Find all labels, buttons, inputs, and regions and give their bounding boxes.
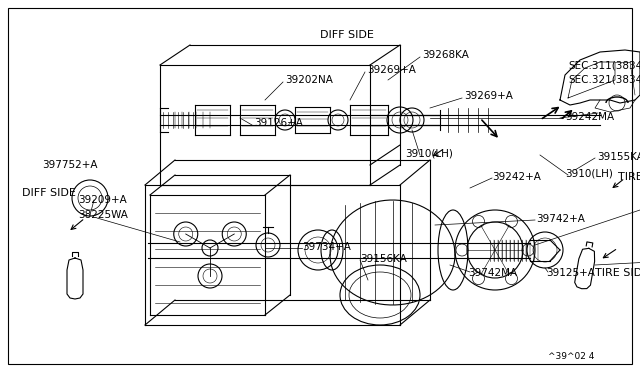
Text: 397752+A: 397752+A bbox=[42, 160, 97, 170]
Text: 3910(LH): 3910(LH) bbox=[405, 149, 453, 159]
Text: 39202NA: 39202NA bbox=[285, 75, 333, 85]
Text: 39742MA: 39742MA bbox=[468, 268, 517, 278]
Text: DIFF SIDE: DIFF SIDE bbox=[320, 30, 374, 40]
Text: 39156KA: 39156KA bbox=[360, 254, 407, 264]
Text: 39209+A: 39209+A bbox=[78, 195, 127, 205]
Text: TIRE SIDE: TIRE SIDE bbox=[618, 172, 640, 182]
Text: SEC.311(383420): SEC.311(383420) bbox=[568, 60, 640, 70]
Text: 39742+A: 39742+A bbox=[536, 214, 585, 224]
Text: 38225WA: 38225WA bbox=[78, 210, 128, 220]
Text: 39242MA: 39242MA bbox=[565, 112, 614, 122]
Text: 39269+A: 39269+A bbox=[367, 65, 416, 75]
Text: 39734+A: 39734+A bbox=[302, 242, 351, 252]
Text: 39125+A: 39125+A bbox=[546, 268, 595, 278]
Text: 39269+A: 39269+A bbox=[464, 91, 513, 101]
Text: TIRE SIDE: TIRE SIDE bbox=[595, 268, 640, 278]
Text: ^39^02 4: ^39^02 4 bbox=[548, 352, 595, 361]
Text: 39155KA: 39155KA bbox=[597, 152, 640, 162]
Text: 39242+A: 39242+A bbox=[492, 172, 541, 182]
Text: 3910(LH): 3910(LH) bbox=[565, 169, 613, 179]
Text: SEC.321(38342N): SEC.321(38342N) bbox=[568, 74, 640, 84]
Text: 39126+A: 39126+A bbox=[254, 118, 303, 128]
Text: 39268KA: 39268KA bbox=[422, 50, 469, 60]
Text: DIFF SIDE: DIFF SIDE bbox=[22, 188, 76, 198]
